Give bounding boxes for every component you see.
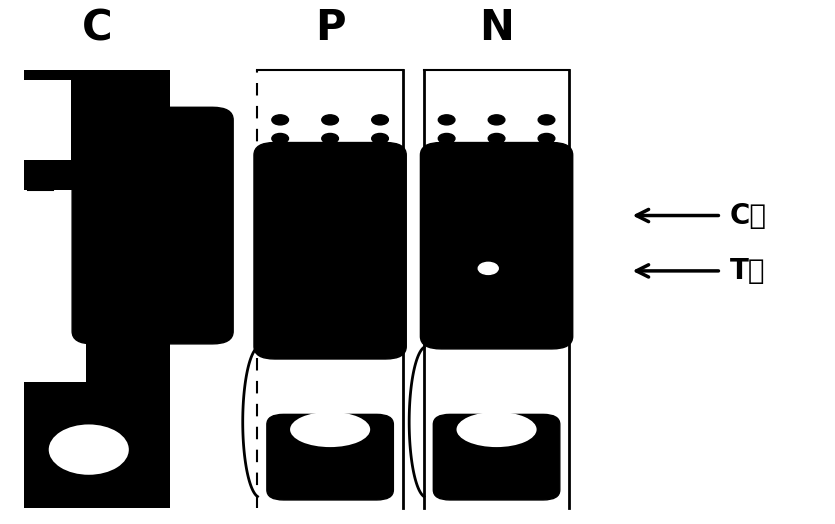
Circle shape: [478, 263, 498, 275]
Circle shape: [105, 100, 122, 110]
Circle shape: [488, 115, 505, 125]
Circle shape: [539, 152, 554, 162]
Bar: [20, 80, 71, 160]
Circle shape: [438, 134, 455, 144]
Circle shape: [539, 115, 554, 125]
Text: C: C: [82, 7, 113, 49]
Circle shape: [272, 115, 289, 125]
Bar: [20, 190, 86, 381]
Text: T线: T线: [730, 257, 765, 285]
Circle shape: [372, 134, 388, 144]
FancyBboxPatch shape: [433, 414, 559, 500]
Circle shape: [321, 152, 338, 162]
Circle shape: [438, 115, 455, 125]
Circle shape: [105, 117, 122, 127]
FancyBboxPatch shape: [267, 414, 393, 500]
Circle shape: [438, 152, 455, 162]
Ellipse shape: [457, 412, 537, 447]
Circle shape: [321, 115, 338, 125]
Circle shape: [105, 135, 122, 145]
FancyBboxPatch shape: [254, 143, 407, 359]
Text: P: P: [315, 7, 346, 49]
Ellipse shape: [48, 424, 129, 475]
Circle shape: [321, 134, 338, 144]
Text: N: N: [479, 7, 514, 49]
Circle shape: [139, 135, 155, 145]
Circle shape: [272, 152, 289, 162]
Circle shape: [488, 134, 505, 144]
Ellipse shape: [290, 412, 370, 447]
Text: C线: C线: [730, 202, 767, 230]
FancyBboxPatch shape: [420, 143, 573, 349]
Circle shape: [372, 115, 388, 125]
Ellipse shape: [42, 402, 170, 503]
Circle shape: [539, 134, 554, 144]
Bar: [24, 70, 170, 508]
Circle shape: [372, 152, 388, 162]
Circle shape: [139, 100, 155, 110]
FancyBboxPatch shape: [72, 107, 233, 344]
Circle shape: [272, 134, 289, 144]
Circle shape: [139, 117, 155, 127]
Circle shape: [488, 152, 505, 162]
